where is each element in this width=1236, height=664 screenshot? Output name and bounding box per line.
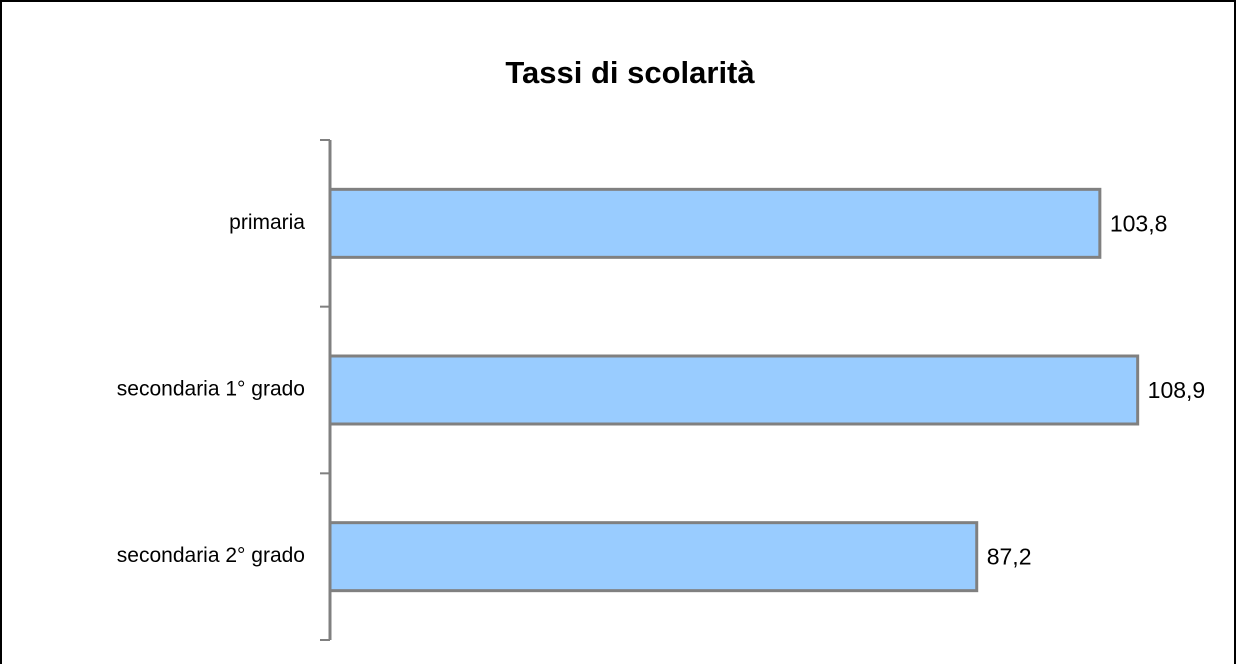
value-label: 87,2	[987, 544, 1032, 570]
y-tick-label: primaria	[229, 211, 305, 234]
y-tick-label: secondaria 1° grado	[117, 378, 305, 401]
bar	[328, 521, 979, 593]
bar	[328, 354, 1140, 426]
y-tick-label: secondaria 2° grado	[117, 544, 305, 567]
value-label: 108,9	[1148, 377, 1206, 403]
bar	[328, 187, 1102, 259]
chart-title: Tassi di scolarità	[505, 55, 755, 90]
value-label: 103,8	[1110, 210, 1168, 236]
